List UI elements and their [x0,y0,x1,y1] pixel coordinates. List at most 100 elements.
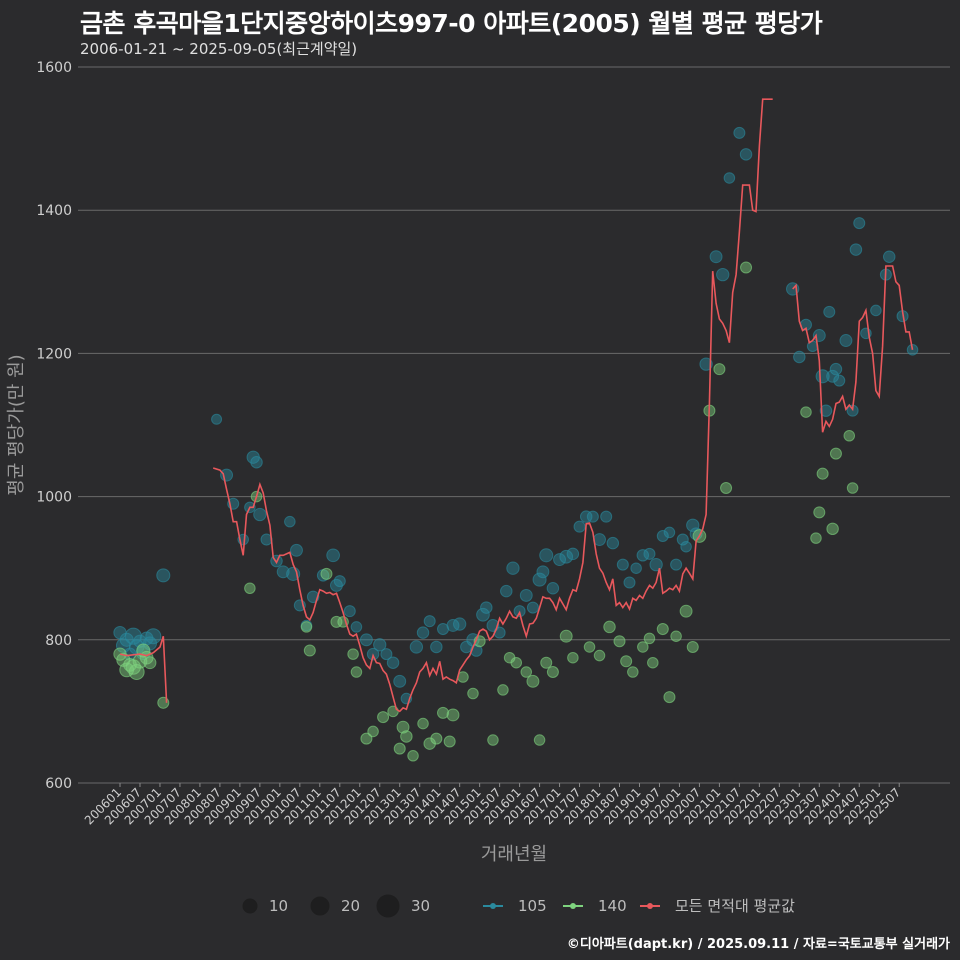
scatter-point-140 [467,687,479,700]
scatter-point-105 [739,148,753,161]
scatter-point-140 [810,532,822,544]
scatter-point-105 [826,369,840,383]
average-line [212,98,773,713]
scatter-point-105 [623,576,636,589]
scatter-point-105 [699,357,713,371]
scatter-point-140 [643,632,656,645]
scatter-point-140 [647,656,659,669]
scatter-point-105 [656,529,669,542]
scatter-point-105 [453,617,467,631]
scatter-point-105 [906,344,919,356]
scatter-point-105 [829,362,843,376]
scatter-point-105 [350,621,363,633]
scatter-point-105 [680,540,692,553]
scatter-point-140 [143,656,157,670]
scatter-point-105 [373,638,387,652]
chart-subtitle: 2006-01-21 ~ 2025-09-05(최근계약일) [80,40,358,58]
legend-size-label: 20 [341,897,360,915]
scatter-point-105 [500,584,513,598]
scatter-point-105 [819,404,833,417]
scatter-point-105 [616,558,629,571]
y-tick-label: 1400 [36,203,72,219]
y-tick-label: 1600 [36,60,72,76]
legend: 10 20 30 105 140 모든 면적대 평균값 [242,894,795,918]
scatter-point-105 [145,628,162,645]
scatter-point-140 [300,621,313,633]
scatter-point-140 [400,730,413,743]
scatter-point-140 [713,363,726,376]
scatter-point-140 [637,641,649,653]
chart-title: 금촌 후곡마을1단지중앙하이츠997-0 아파트(2005) 월별 평균 평당가 [80,9,823,38]
scatter-point-140 [350,666,363,678]
scatter-point-140 [430,732,443,745]
scatter-point-140 [533,734,546,746]
scatter-point-105 [643,547,656,560]
scatter-point-105 [870,304,882,317]
scatter-point-105 [676,533,689,546]
scatter-point-105 [211,413,223,425]
scatter-point-105 [416,626,430,639]
scatter-point-140 [487,734,499,746]
scatter-point-140 [437,706,450,719]
scatter-point-105 [220,468,234,482]
scatter-point-140 [740,261,753,274]
scatter-point-105 [579,510,593,523]
scatter-point-140 [670,630,682,642]
legend-series-dot [490,903,496,909]
scatter-point-105 [476,607,490,622]
x-axis-title: 거래년월 [481,844,547,865]
scatter-point-140 [540,656,553,669]
y-tick-label: 600 [45,776,72,792]
scatter-point-105 [532,572,547,587]
scatter-point-140 [620,655,633,668]
average-line [119,635,168,703]
y-tick-label: 800 [45,633,72,649]
scatter-point-105 [359,633,373,647]
scatter-point-140 [829,447,842,460]
legend-series-label: 모든 면적대 평균값 [675,897,795,915]
scatter-point-140 [686,640,699,653]
scatter-point-140 [520,666,533,678]
scatter-point-105 [519,588,533,602]
scatter-point-105 [536,565,550,579]
scatter-point-140 [559,629,573,643]
scatter-point-105 [853,217,866,230]
scatter-point-140 [320,567,333,580]
scatter-point-140 [826,522,839,536]
scatter-point-140 [720,482,733,495]
average-line-layer [119,98,914,713]
legend-size-label: 30 [411,897,430,915]
scatter-point-140 [244,582,256,595]
legend-size-label: 10 [269,897,288,915]
scatter-point-105 [833,374,846,387]
legend-series-dot [647,903,653,909]
scatter-layer [113,126,919,762]
scatter-point-105 [882,250,896,263]
scatter-point-105 [333,575,346,588]
scatter-point-140 [396,720,410,734]
scatter-point-105 [526,601,539,614]
legend-size-key [242,898,258,914]
scatter-point-105 [156,568,171,583]
scatter-point-140 [656,623,669,636]
scatter-point-140 [583,641,596,653]
scatter-point-105 [723,172,736,184]
scatter-point-105 [326,548,340,563]
legend-size-key [310,896,330,916]
scatter-point-105 [566,547,580,561]
scatter-point-105 [670,558,683,571]
scatter-point-105 [733,126,746,139]
source-credit: ©디아파트(dapt.kr) / 2025.09.11 / 자료=국토교통부 실… [566,937,950,952]
grid-layer [78,66,950,784]
scatter-point-105 [839,334,853,347]
scatter-point-105 [553,553,567,567]
scatter-point-105 [573,520,586,533]
legend-series-label: 105 [518,897,547,915]
scatter-point-140 [393,742,406,755]
scatter-point-105 [600,510,613,523]
scatter-point-105 [606,536,620,550]
scatter-point-105 [539,548,554,563]
scatter-point-105 [630,562,642,574]
scatter-point-105 [559,549,574,564]
legend-series-label: 140 [598,897,627,915]
